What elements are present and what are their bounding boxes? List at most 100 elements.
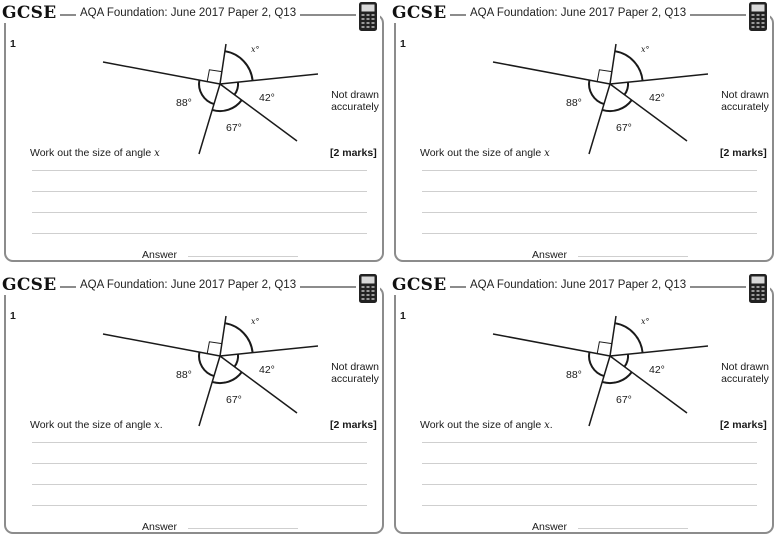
calculator-icon <box>356 273 380 305</box>
marks-label: [2 marks] <box>330 419 377 431</box>
answer-label: Answer <box>142 249 178 261</box>
line-right <box>609 345 708 357</box>
working-line[interactable] <box>32 170 367 171</box>
line-up <box>609 315 617 357</box>
working-line[interactable] <box>32 212 367 213</box>
arc-42 <box>623 82 630 96</box>
question-number: 1 <box>10 310 16 322</box>
not-drawn-note: Not drawn accurately <box>716 89 774 113</box>
question-card: GCSE AQA Foundation: June 2017 Paper 2, … <box>390 0 780 270</box>
gcse-logo: GCSE <box>2 275 61 295</box>
arc-67 <box>211 99 243 113</box>
right-angle-mark <box>596 69 612 82</box>
angle-diagram: x° 88° 42° 67° <box>492 315 708 427</box>
question-variable: x <box>544 420 550 431</box>
question-variable: x <box>154 420 160 431</box>
arc-x <box>614 322 644 353</box>
question-text: Work out the size of angle x. <box>420 419 553 431</box>
question-card: GCSE AQA Foundation: June 2017 Paper 2, … <box>0 0 390 270</box>
not-drawn-note: Not drawn accurately <box>326 89 384 113</box>
working-line[interactable] <box>422 442 757 443</box>
answer-label: Answer <box>532 249 568 261</box>
question-end: . <box>159 419 163 431</box>
line-down <box>588 83 611 155</box>
angle-label-left: 88° <box>176 97 192 109</box>
line-down <box>198 83 221 155</box>
question-variable: x <box>544 148 550 159</box>
answer-line[interactable] <box>188 528 298 529</box>
working-line[interactable] <box>422 191 757 192</box>
angle-label-x: x° <box>251 45 260 54</box>
arc-88 <box>588 351 605 378</box>
working-line[interactable] <box>422 170 757 171</box>
angle-label-right: 42° <box>649 92 665 104</box>
marks-label: [2 marks] <box>720 419 767 431</box>
gcse-logo: GCSE <box>2 3 61 23</box>
marks-label: [2 marks] <box>720 147 767 159</box>
answer-line[interactable] <box>188 256 298 257</box>
gcse-logo: GCSE <box>392 275 451 295</box>
arc-x <box>224 50 254 81</box>
answer-line[interactable] <box>578 528 688 529</box>
question-text: Work out the size of angle x. <box>30 419 163 431</box>
working-line[interactable] <box>422 463 757 464</box>
angle-label-right: 42° <box>649 364 665 376</box>
working-line[interactable] <box>32 505 367 506</box>
source-label: AQA Foundation: June 2017 Paper 2, Q13 <box>466 7 691 19</box>
angle-label-left: 88° <box>176 369 192 381</box>
note-line-1: Not drawn <box>721 361 769 373</box>
working-line[interactable] <box>32 233 367 234</box>
angle-label-x: x° <box>251 317 260 326</box>
question-number: 1 <box>10 38 16 50</box>
line-diagonal <box>219 355 298 414</box>
working-line[interactable] <box>422 233 757 234</box>
calculator-icon <box>746 1 770 33</box>
line-diagonal <box>219 83 298 142</box>
working-line[interactable] <box>422 505 757 506</box>
note-line-2: accurately <box>721 101 769 113</box>
answer-label: Answer <box>532 521 568 533</box>
angle-diagram: x° 88° 42° 67° <box>492 43 708 155</box>
line-down <box>198 355 221 427</box>
angle-diagram: x° 88° 42° 67° <box>102 315 318 427</box>
working-line[interactable] <box>422 212 757 213</box>
line-down <box>588 355 611 427</box>
line-left <box>102 61 221 85</box>
line-left <box>492 61 611 85</box>
working-line[interactable] <box>32 191 367 192</box>
question-prompt: Work out the size of angle <box>420 147 545 159</box>
working-line[interactable] <box>32 442 367 443</box>
line-up <box>219 315 227 357</box>
note-line-2: accurately <box>721 373 769 385</box>
angle-label-bottom: 67° <box>616 394 632 406</box>
question-number: 1 <box>400 310 406 322</box>
arc-67 <box>601 99 633 113</box>
working-line[interactable] <box>32 463 367 464</box>
arc-88 <box>198 79 215 106</box>
angle-label-right: 42° <box>259 92 275 104</box>
angle-label-left: 88° <box>566 97 582 109</box>
working-line[interactable] <box>32 484 367 485</box>
line-right <box>609 73 708 85</box>
working-line[interactable] <box>422 484 757 485</box>
line-left <box>492 333 611 357</box>
line-up <box>219 43 227 85</box>
arc-88 <box>198 351 215 378</box>
angle-label-bottom: 67° <box>616 122 632 134</box>
line-right <box>219 345 318 357</box>
angle-diagram: x° 88° 42° 67° <box>102 43 318 155</box>
gcse-logo: GCSE <box>392 3 451 23</box>
line-diagonal <box>609 83 688 142</box>
question-text: Work out the size of angle x <box>420 147 550 159</box>
angle-label-bottom: 67° <box>226 122 242 134</box>
arc-x <box>614 50 644 81</box>
source-label: AQA Foundation: June 2017 Paper 2, Q13 <box>466 279 691 291</box>
answer-line[interactable] <box>578 256 688 257</box>
question-number: 1 <box>400 38 406 50</box>
angle-label-left: 88° <box>566 369 582 381</box>
line-right <box>219 73 318 85</box>
source-label: AQA Foundation: June 2017 Paper 2, Q13 <box>76 279 301 291</box>
arc-x <box>224 322 254 353</box>
arc-42 <box>623 354 630 368</box>
question-end: . <box>549 419 553 431</box>
